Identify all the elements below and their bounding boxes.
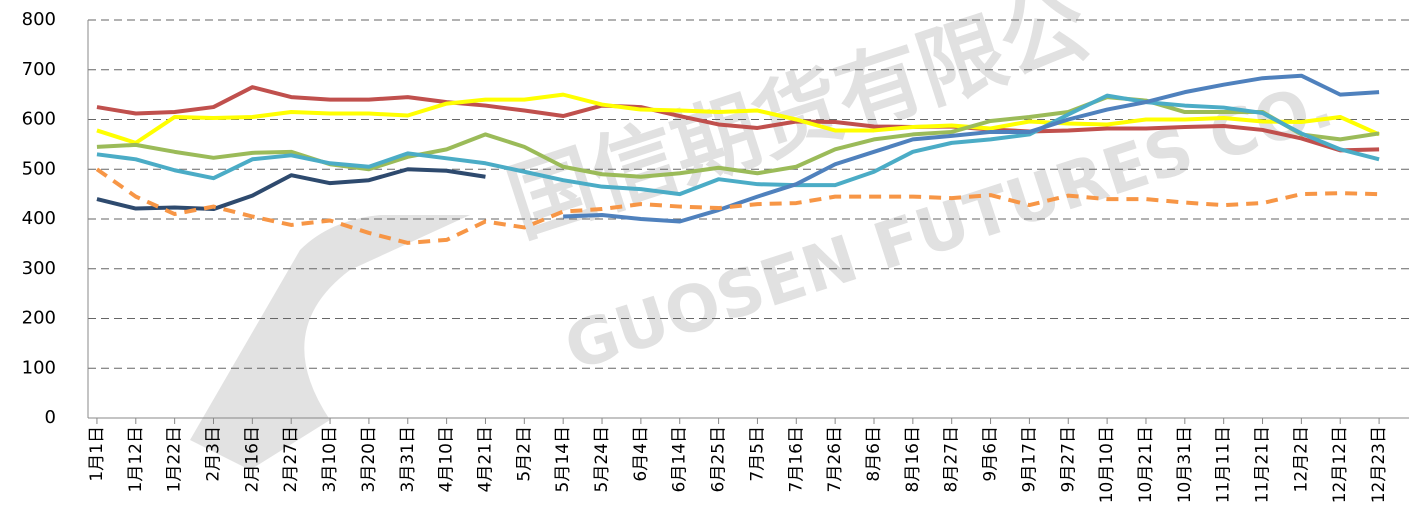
x-tick-label: 9月17日 [1019,426,1039,492]
x-tick-label: 1月1日 [87,426,107,482]
x-tick-label: 12月23日 [1369,426,1389,503]
x-tick-label: 8月27日 [942,426,962,492]
x-tick-label: 1月22日 [165,426,185,492]
x-tick-label: 8月16日 [903,426,923,492]
x-tick-label: 12月12日 [1330,426,1350,503]
series-line [96,93,1380,197]
x-tick-label: 2月3日 [203,426,223,482]
x-tick-label: 7月26日 [825,426,845,492]
y-tick-label: 600 [22,109,56,130]
x-tick-label: 10月31日 [1175,426,1195,503]
x-tick-label: 3月10日 [320,426,340,492]
x-tick-label: 7月5日 [747,426,767,482]
x-tick-label: 11月11日 [1214,426,1234,503]
x-tick-label: 11月21日 [1253,426,1273,503]
x-tick-label: 7月16日 [786,426,806,492]
y-tick-label: 0 [45,407,56,428]
y-tick-label: 200 [22,308,56,329]
x-tick-label: 5月2日 [514,426,534,482]
x-tick-label: 2月16日 [242,426,262,492]
x-tick-label: 5月24日 [592,426,612,492]
series-line [95,167,1380,245]
y-tick-label: 800 [22,9,56,30]
x-tick-label: 10月21日 [1136,426,1156,503]
x-tick-label: 2月27日 [281,426,301,492]
x-tick-label: 12月2日 [1291,426,1311,492]
series-line [96,92,1380,145]
series-line [563,73,1380,224]
x-tick-label: 6月14日 [670,426,690,492]
series-line [96,85,1380,153]
y-tick-label: 400 [22,208,56,229]
x-tick-label: 4月10日 [437,426,457,492]
x-tick-label: 4月21日 [475,426,495,492]
series-line [96,167,486,212]
x-tick-label: 5月14日 [553,426,573,492]
x-tick-label: 6月25日 [709,426,729,492]
y-tick-label: 300 [22,258,56,279]
x-tick-label: 8月6日 [864,426,884,482]
x-tick-label: 10月10日 [1097,426,1117,503]
x-tick-label: 9月27日 [1058,426,1078,492]
x-tick-label: 9月6日 [981,426,1001,482]
watermark-logo [190,215,470,470]
y-tick-label: 700 [22,59,56,80]
x-tick-label: 1月12日 [126,426,146,492]
y-tick-label: 500 [22,158,56,179]
x-tick-label: 3月31日 [398,426,418,492]
x-tick-label: 6月4日 [631,426,651,482]
x-tick-label: 3月20日 [359,426,379,492]
y-tick-label: 100 [22,357,56,378]
